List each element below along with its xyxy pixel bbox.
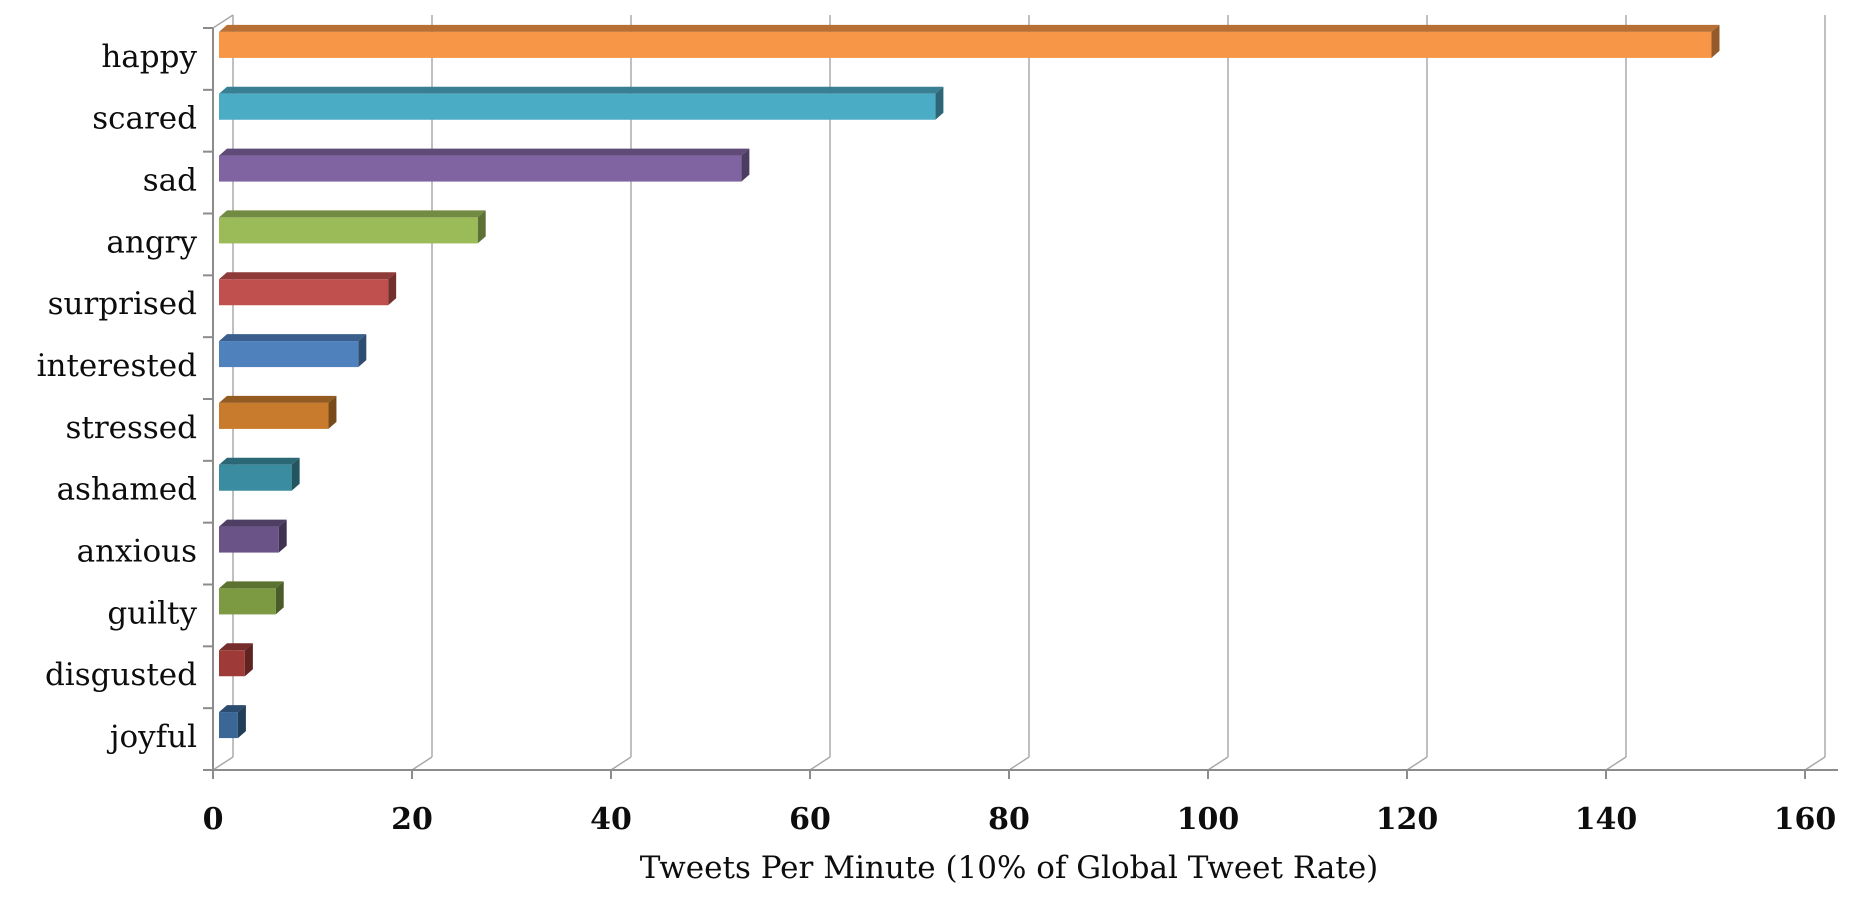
wall-top-edge bbox=[212, 14, 234, 29]
bar-top-face bbox=[219, 24, 1720, 32]
bar-side-face bbox=[741, 148, 750, 182]
bar-front-face bbox=[219, 464, 292, 491]
category-label-interested: interested bbox=[37, 348, 197, 384]
bar-front-face bbox=[219, 712, 238, 739]
bar-side-face bbox=[244, 643, 253, 677]
gridline-foot-100 bbox=[1207, 756, 1229, 771]
bar-top-face bbox=[219, 272, 397, 280]
bar-disgusted bbox=[219, 643, 253, 677]
gridline-foot-80 bbox=[1008, 756, 1030, 771]
bar-side-face bbox=[237, 705, 246, 739]
bar-sad bbox=[219, 148, 750, 182]
bar-top-face bbox=[219, 86, 944, 94]
value-tick-label-100: 100 bbox=[1177, 802, 1240, 837]
value-tick-label-60: 60 bbox=[789, 802, 831, 837]
category-label-stressed: stressed bbox=[65, 410, 197, 446]
value-tick-label-120: 120 bbox=[1376, 802, 1439, 837]
bar-top-face bbox=[219, 705, 246, 713]
bar-front-face bbox=[219, 402, 329, 429]
category-label-ashamed: ashamed bbox=[57, 472, 197, 508]
bar-top-face bbox=[219, 643, 253, 651]
bar-top-face bbox=[219, 334, 367, 342]
bar-top-face bbox=[219, 581, 284, 589]
category-label-disgusted: disgusted bbox=[45, 657, 197, 693]
bar-side-face bbox=[328, 395, 337, 429]
bar-interested bbox=[219, 334, 367, 368]
gridline-foot-160 bbox=[1804, 756, 1826, 771]
bar-side-face bbox=[291, 457, 300, 491]
bar-front-face bbox=[219, 526, 279, 553]
value-tick-label-160: 160 bbox=[1774, 802, 1837, 837]
gridline-foot-60 bbox=[809, 756, 831, 771]
bar-top-face bbox=[219, 457, 300, 465]
gridline-foot-20 bbox=[411, 756, 433, 771]
gridline-foot-120 bbox=[1406, 756, 1428, 771]
category-label-guilty: guilty bbox=[107, 595, 197, 631]
bar-guilty bbox=[219, 581, 284, 615]
bar-side-face bbox=[275, 581, 284, 615]
category-label-scared: scared bbox=[92, 101, 197, 137]
category-label-sad: sad bbox=[143, 163, 197, 199]
bar-front-face bbox=[219, 588, 276, 615]
bar-side-face bbox=[358, 334, 367, 368]
bar-front-face bbox=[219, 93, 936, 120]
category-label-joyful: joyful bbox=[107, 719, 197, 755]
bar-top-face bbox=[219, 148, 750, 156]
bar-angry bbox=[219, 210, 486, 244]
bar-stressed bbox=[219, 395, 337, 429]
bar-side-face bbox=[1711, 24, 1720, 58]
bar-top-face bbox=[219, 395, 337, 403]
value-tick-label-80: 80 bbox=[988, 802, 1030, 837]
bar-front-face bbox=[219, 650, 245, 677]
category-label-anxious: anxious bbox=[77, 534, 197, 570]
value-tick-label-40: 40 bbox=[590, 802, 632, 837]
bar-joyful bbox=[219, 705, 246, 739]
category-label-angry: angry bbox=[106, 224, 197, 260]
bar-front-face bbox=[219, 155, 742, 182]
x-axis-title: Tweets Per Minute (10% of Global Tweet R… bbox=[639, 850, 1379, 886]
bar-front-face bbox=[219, 217, 478, 244]
bar-front-face bbox=[219, 31, 1712, 58]
category-label-surprised: surprised bbox=[48, 286, 197, 322]
bar-side-face bbox=[935, 86, 944, 120]
gridline-foot-0 bbox=[212, 756, 234, 771]
bar-front-face bbox=[219, 341, 359, 368]
gridline-foot-140 bbox=[1605, 756, 1627, 771]
gridline-foot-40 bbox=[610, 756, 632, 771]
bar-scared bbox=[219, 86, 944, 120]
bar-top-face bbox=[219, 519, 287, 527]
value-tick-label-0: 0 bbox=[203, 802, 224, 837]
category-label-happy: happy bbox=[101, 39, 197, 75]
bar-surprised bbox=[219, 272, 397, 306]
bar-ashamed bbox=[219, 457, 300, 491]
bar-side-face bbox=[278, 519, 287, 553]
bar-top-face bbox=[219, 210, 486, 218]
bar-side-face bbox=[477, 210, 486, 244]
bar-side-face bbox=[388, 272, 397, 306]
bar-front-face bbox=[219, 279, 389, 306]
bar-happy bbox=[219, 24, 1720, 58]
value-tick-label-20: 20 bbox=[391, 802, 433, 837]
value-tick-label-140: 140 bbox=[1575, 802, 1638, 837]
bar-anxious bbox=[219, 519, 287, 553]
